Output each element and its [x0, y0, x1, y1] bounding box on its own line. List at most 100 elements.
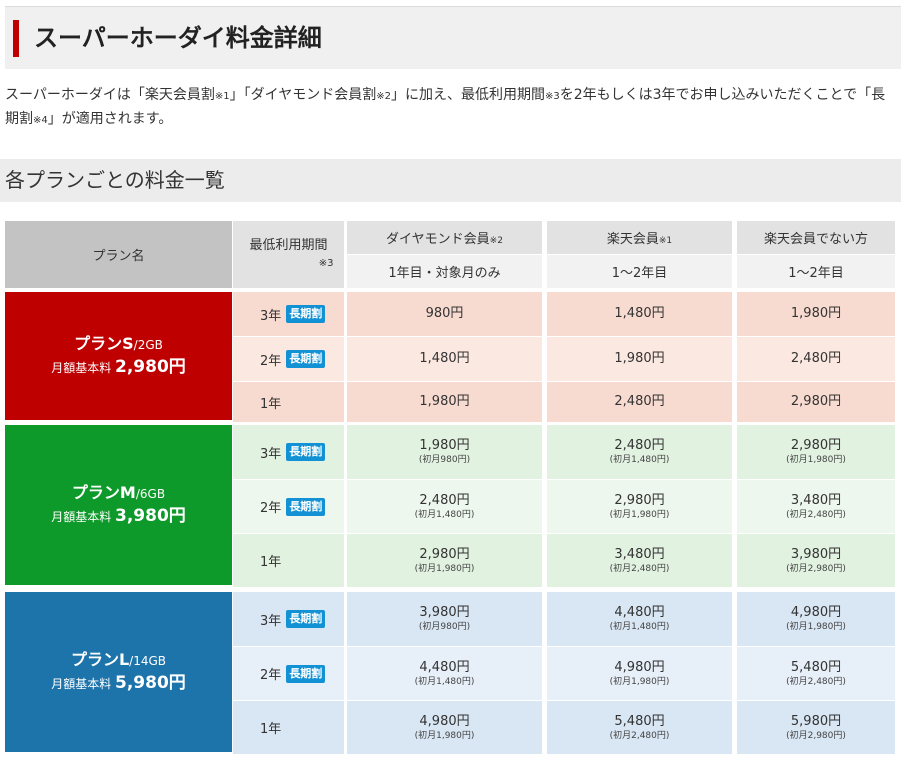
intro-note: ※1 — [214, 91, 230, 102]
period-label: 1年 — [260, 555, 282, 570]
price-value: 2,480円 — [790, 351, 842, 366]
price-cell: 5,480円 (初月2,480円) — [737, 647, 895, 700]
price-value: 1,980円 — [419, 438, 470, 453]
price-value: 2,980円 — [790, 394, 842, 409]
price-value: 3,480円 — [790, 492, 842, 508]
price-cell: 1,980円 — [547, 337, 732, 381]
first-month-price: (初月2,480円) — [786, 509, 846, 520]
intro-note: ※2 — [376, 91, 391, 102]
first-month-price: (初月1,980円) — [609, 509, 670, 520]
price-value: 1,480円 — [614, 306, 665, 321]
price-value: 3,480円 — [614, 546, 665, 562]
price-value: 1,980円 — [419, 394, 470, 409]
header-min-period: 最低利用期間 ※3 — [233, 221, 344, 288]
header-non-member-label: 楽天会員でない方 — [763, 232, 868, 247]
first-month-price: (初月2,980円) — [786, 563, 846, 574]
price-cell: 3,480円 (初月2,480円) — [547, 534, 732, 587]
price-cell: 1,480円 — [347, 337, 542, 381]
plan-data-size: /14GB — [129, 654, 167, 668]
header-diamond: ダイヤモンド会員※2 — [347, 221, 542, 254]
price-cell: 2,980円 (初月1,980円) — [347, 534, 542, 587]
price-value: 2,480円 — [614, 394, 665, 409]
period-cell: 2年 長期割 — [233, 480, 344, 533]
period-label: 3年 — [260, 613, 282, 629]
plan-data-size: /2GB — [133, 338, 163, 352]
price-cell: 2,480円 — [737, 337, 895, 381]
first-month-price: (初月1,980円) — [414, 563, 475, 574]
plan-base-line: 月額基本料 2,980円 — [51, 356, 186, 379]
price-value: 2,480円 — [419, 492, 470, 508]
long-term-discount-badge: 長期割 — [286, 664, 326, 683]
long-term-discount-badge: 長期割 — [286, 610, 326, 628]
price-value: 5,480円 — [614, 713, 665, 729]
plan-name: プランL — [70, 650, 130, 669]
price-cell: 2,480円 (初月1,480円) — [347, 480, 542, 533]
plan-base-price: 2,980円 — [115, 357, 186, 377]
header-diamond-note: ※2 — [489, 236, 503, 246]
period-cell: 3年 長期割 — [233, 592, 344, 646]
price-cell: 1,980円 (初月980円) — [347, 425, 542, 479]
first-month-price: (初月2,480円) — [609, 730, 670, 741]
price-cell: 1,980円 — [347, 382, 542, 422]
header-diamond-period-label: 1年目・対象月のみ — [388, 266, 501, 281]
plan-cell: プランL/14GB 月額基本料 5,980円 — [5, 592, 232, 752]
period-label: 1年 — [260, 396, 282, 412]
intro-part: 」が適用されます。 — [47, 111, 173, 127]
intro-part: 」に加え、最低利用期間 — [390, 87, 545, 103]
period-label: 2年 — [260, 668, 282, 683]
period-label: 3年 — [260, 446, 282, 462]
header-non-member: 楽天会員でない方 — [737, 221, 895, 254]
period-cell: 2年 長期割 — [233, 647, 344, 700]
header-plan-name: プラン名 — [5, 221, 232, 288]
plan-base-label: 月額基本料 — [51, 361, 116, 375]
header-diamond-label: ダイヤモンド会員 — [386, 232, 490, 247]
price-cell: 2,980円 (初月1,980円) — [547, 480, 732, 533]
period-cell: 1年 — [233, 382, 344, 422]
period-label: 2年 — [260, 353, 282, 369]
page-header: スーパーホーダイ料金詳細 — [5, 6, 901, 69]
long-term-discount-badge: 長期割 — [286, 443, 326, 461]
first-month-price: (初月2,480円) — [609, 563, 670, 574]
header-diamond-period: 1年目・対象月のみ — [347, 255, 542, 288]
price-cell: 2,480円 — [547, 382, 732, 422]
price-value: 3,980円 — [790, 546, 842, 562]
first-month-price: (初月1,980円) — [609, 676, 670, 687]
section-header: 各プランごとの料金一覧 — [0, 159, 901, 202]
plan-base-line: 月額基本料 5,980円 — [51, 672, 186, 695]
header-rakuten-note: ※1 — [658, 236, 673, 246]
long-term-discount-badge: 長期割 — [286, 350, 326, 368]
plan-base-price: 3,980円 — [115, 506, 186, 526]
price-value: 4,980円 — [614, 659, 665, 675]
first-month-price: (初月2,980円) — [786, 730, 846, 741]
price-value: 4,980円 — [419, 713, 470, 729]
header-plan-label: プラン名 — [92, 249, 145, 264]
first-month-price: (初月1,980円) — [786, 622, 846, 632]
first-month-price: (初月1,480円) — [609, 622, 670, 632]
plan-base-label: 月額基本料 — [51, 677, 116, 691]
title-accent-bar — [13, 20, 19, 57]
price-cell: 1,480円 — [547, 292, 732, 336]
first-month-price: (初月1,980円) — [786, 455, 846, 465]
price-value: 5,480円 — [790, 659, 842, 675]
plan-name: プランM — [71, 483, 136, 502]
price-cell: 4,980円 (初月1,980円) — [547, 647, 732, 700]
price-value: 2,980円 — [790, 438, 842, 453]
period-cell: 1年 — [233, 701, 344, 754]
first-month-price: (初月1,480円) — [414, 509, 475, 520]
page-title: スーパーホーダイ料金詳細 — [34, 24, 322, 52]
first-month-price: (初月1,980円) — [414, 730, 475, 741]
price-cell: 4,480円 (初月1,480円) — [347, 647, 542, 700]
plan-name: プランS — [74, 334, 134, 353]
long-term-discount-badge: 長期割 — [286, 305, 326, 323]
period-cell: 3年 長期割 — [233, 292, 344, 336]
price-value: 4,480円 — [614, 605, 665, 620]
price-cell: 2,980円 (初月1,980円) — [737, 425, 895, 479]
long-term-discount-badge: 長期割 — [286, 497, 326, 516]
header-period-label: 最低利用期間 — [249, 237, 328, 253]
plan-name-line: プランS/2GB — [74, 333, 163, 356]
header-non-member-title: 楽天会員でない方 — [764, 228, 868, 247]
price-value: 1,980円 — [790, 306, 842, 321]
price-value: 3,980円 — [419, 605, 470, 620]
price-value: 4,980円 — [790, 605, 842, 620]
plan-base-price: 5,980円 — [115, 673, 186, 693]
